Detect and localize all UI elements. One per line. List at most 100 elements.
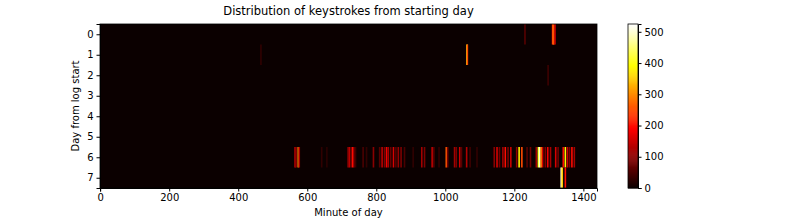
cell xyxy=(555,147,557,168)
colorbar-axis: 0100200300400500 xyxy=(638,25,664,194)
tick: 2 xyxy=(87,70,100,81)
cell xyxy=(524,24,526,45)
title: Distribution of keystrokes from starting… xyxy=(223,4,474,18)
cell xyxy=(373,147,375,168)
cell xyxy=(545,147,547,168)
cell xyxy=(412,147,414,168)
plot-frame xyxy=(100,24,597,188)
cell xyxy=(352,147,354,168)
tick-label: 1 xyxy=(87,49,93,60)
cell xyxy=(350,147,352,168)
tick-mark xyxy=(638,94,642,95)
chart: Distribution of keystrokes from starting… xyxy=(0,0,800,222)
tick-label: 200 xyxy=(160,192,179,203)
cell xyxy=(347,147,349,168)
cell xyxy=(447,147,449,168)
cell xyxy=(569,147,571,168)
colorbar-frame xyxy=(628,24,638,188)
cell xyxy=(507,147,509,168)
tick: 400 xyxy=(229,188,248,203)
tick: 600 xyxy=(298,188,317,203)
cell xyxy=(321,147,323,168)
tick-mark xyxy=(638,63,642,64)
tick: 200 xyxy=(638,120,664,131)
cell xyxy=(552,24,554,45)
tick-label: 7 xyxy=(87,172,93,183)
cell xyxy=(395,147,397,168)
cell xyxy=(499,147,501,168)
cells xyxy=(260,24,575,188)
tick-label: 4 xyxy=(87,111,93,122)
cell xyxy=(404,147,406,168)
tick: 5 xyxy=(87,131,100,142)
tick: 1 xyxy=(87,49,100,60)
tick-label: 1000 xyxy=(433,192,458,203)
cell xyxy=(398,147,400,168)
cell xyxy=(516,147,518,168)
cell xyxy=(469,147,471,168)
tick-label: 400 xyxy=(645,58,664,69)
colorbar xyxy=(628,24,638,189)
cell xyxy=(565,147,567,168)
tick: 4 xyxy=(87,111,100,122)
tick-label: 400 xyxy=(229,192,248,203)
tick-label: 100 xyxy=(645,151,664,162)
tick-label: 2 xyxy=(87,70,93,81)
cell xyxy=(505,147,507,168)
y-axis-label: Day from log start xyxy=(70,60,81,151)
cell xyxy=(571,147,573,168)
tick-label: 0 xyxy=(645,183,651,194)
cell xyxy=(431,147,433,168)
cell xyxy=(518,147,520,168)
cell xyxy=(260,45,262,66)
tick-mark xyxy=(638,157,642,158)
cell xyxy=(295,147,297,168)
cell xyxy=(538,147,540,168)
tick: 7 xyxy=(87,172,100,183)
tick: 300 xyxy=(638,89,664,100)
tick-mark xyxy=(638,32,642,33)
cell xyxy=(381,147,383,168)
cell xyxy=(526,147,528,168)
tick-label: 1200 xyxy=(502,192,527,203)
cell xyxy=(326,147,328,168)
axis-line xyxy=(639,25,642,189)
tick-label: 300 xyxy=(645,89,664,100)
cell xyxy=(454,147,456,168)
cell xyxy=(466,147,468,168)
tick-mark xyxy=(97,137,101,138)
tick-label: 0 xyxy=(97,192,103,203)
cell xyxy=(542,147,544,168)
cell xyxy=(547,147,549,168)
cell xyxy=(547,65,549,86)
cell xyxy=(530,147,532,168)
tick: 800 xyxy=(367,188,386,203)
tick-label: 200 xyxy=(645,120,664,131)
tick-mark xyxy=(97,96,101,97)
cell xyxy=(562,147,564,168)
cell xyxy=(561,168,563,189)
tick: 400 xyxy=(638,58,664,69)
tick: 0 xyxy=(638,183,651,194)
cell xyxy=(502,147,504,168)
cell xyxy=(574,147,576,168)
cell xyxy=(390,147,392,168)
cell xyxy=(459,147,461,168)
tick: 1400 xyxy=(571,188,596,203)
cell xyxy=(466,45,468,66)
tick: 3 xyxy=(87,90,100,101)
cell xyxy=(467,45,469,66)
tick-label: 1400 xyxy=(571,192,596,203)
cell xyxy=(362,147,364,168)
cell xyxy=(433,147,435,168)
cell xyxy=(550,147,552,168)
tick: 0 xyxy=(97,188,103,203)
tick-mark xyxy=(97,34,101,35)
cell xyxy=(353,147,355,168)
tick: 200 xyxy=(160,188,179,203)
cell xyxy=(349,147,351,168)
cell xyxy=(536,147,538,168)
y-axis: 01234567 xyxy=(87,25,100,189)
cell xyxy=(476,147,478,168)
cell xyxy=(438,147,440,168)
